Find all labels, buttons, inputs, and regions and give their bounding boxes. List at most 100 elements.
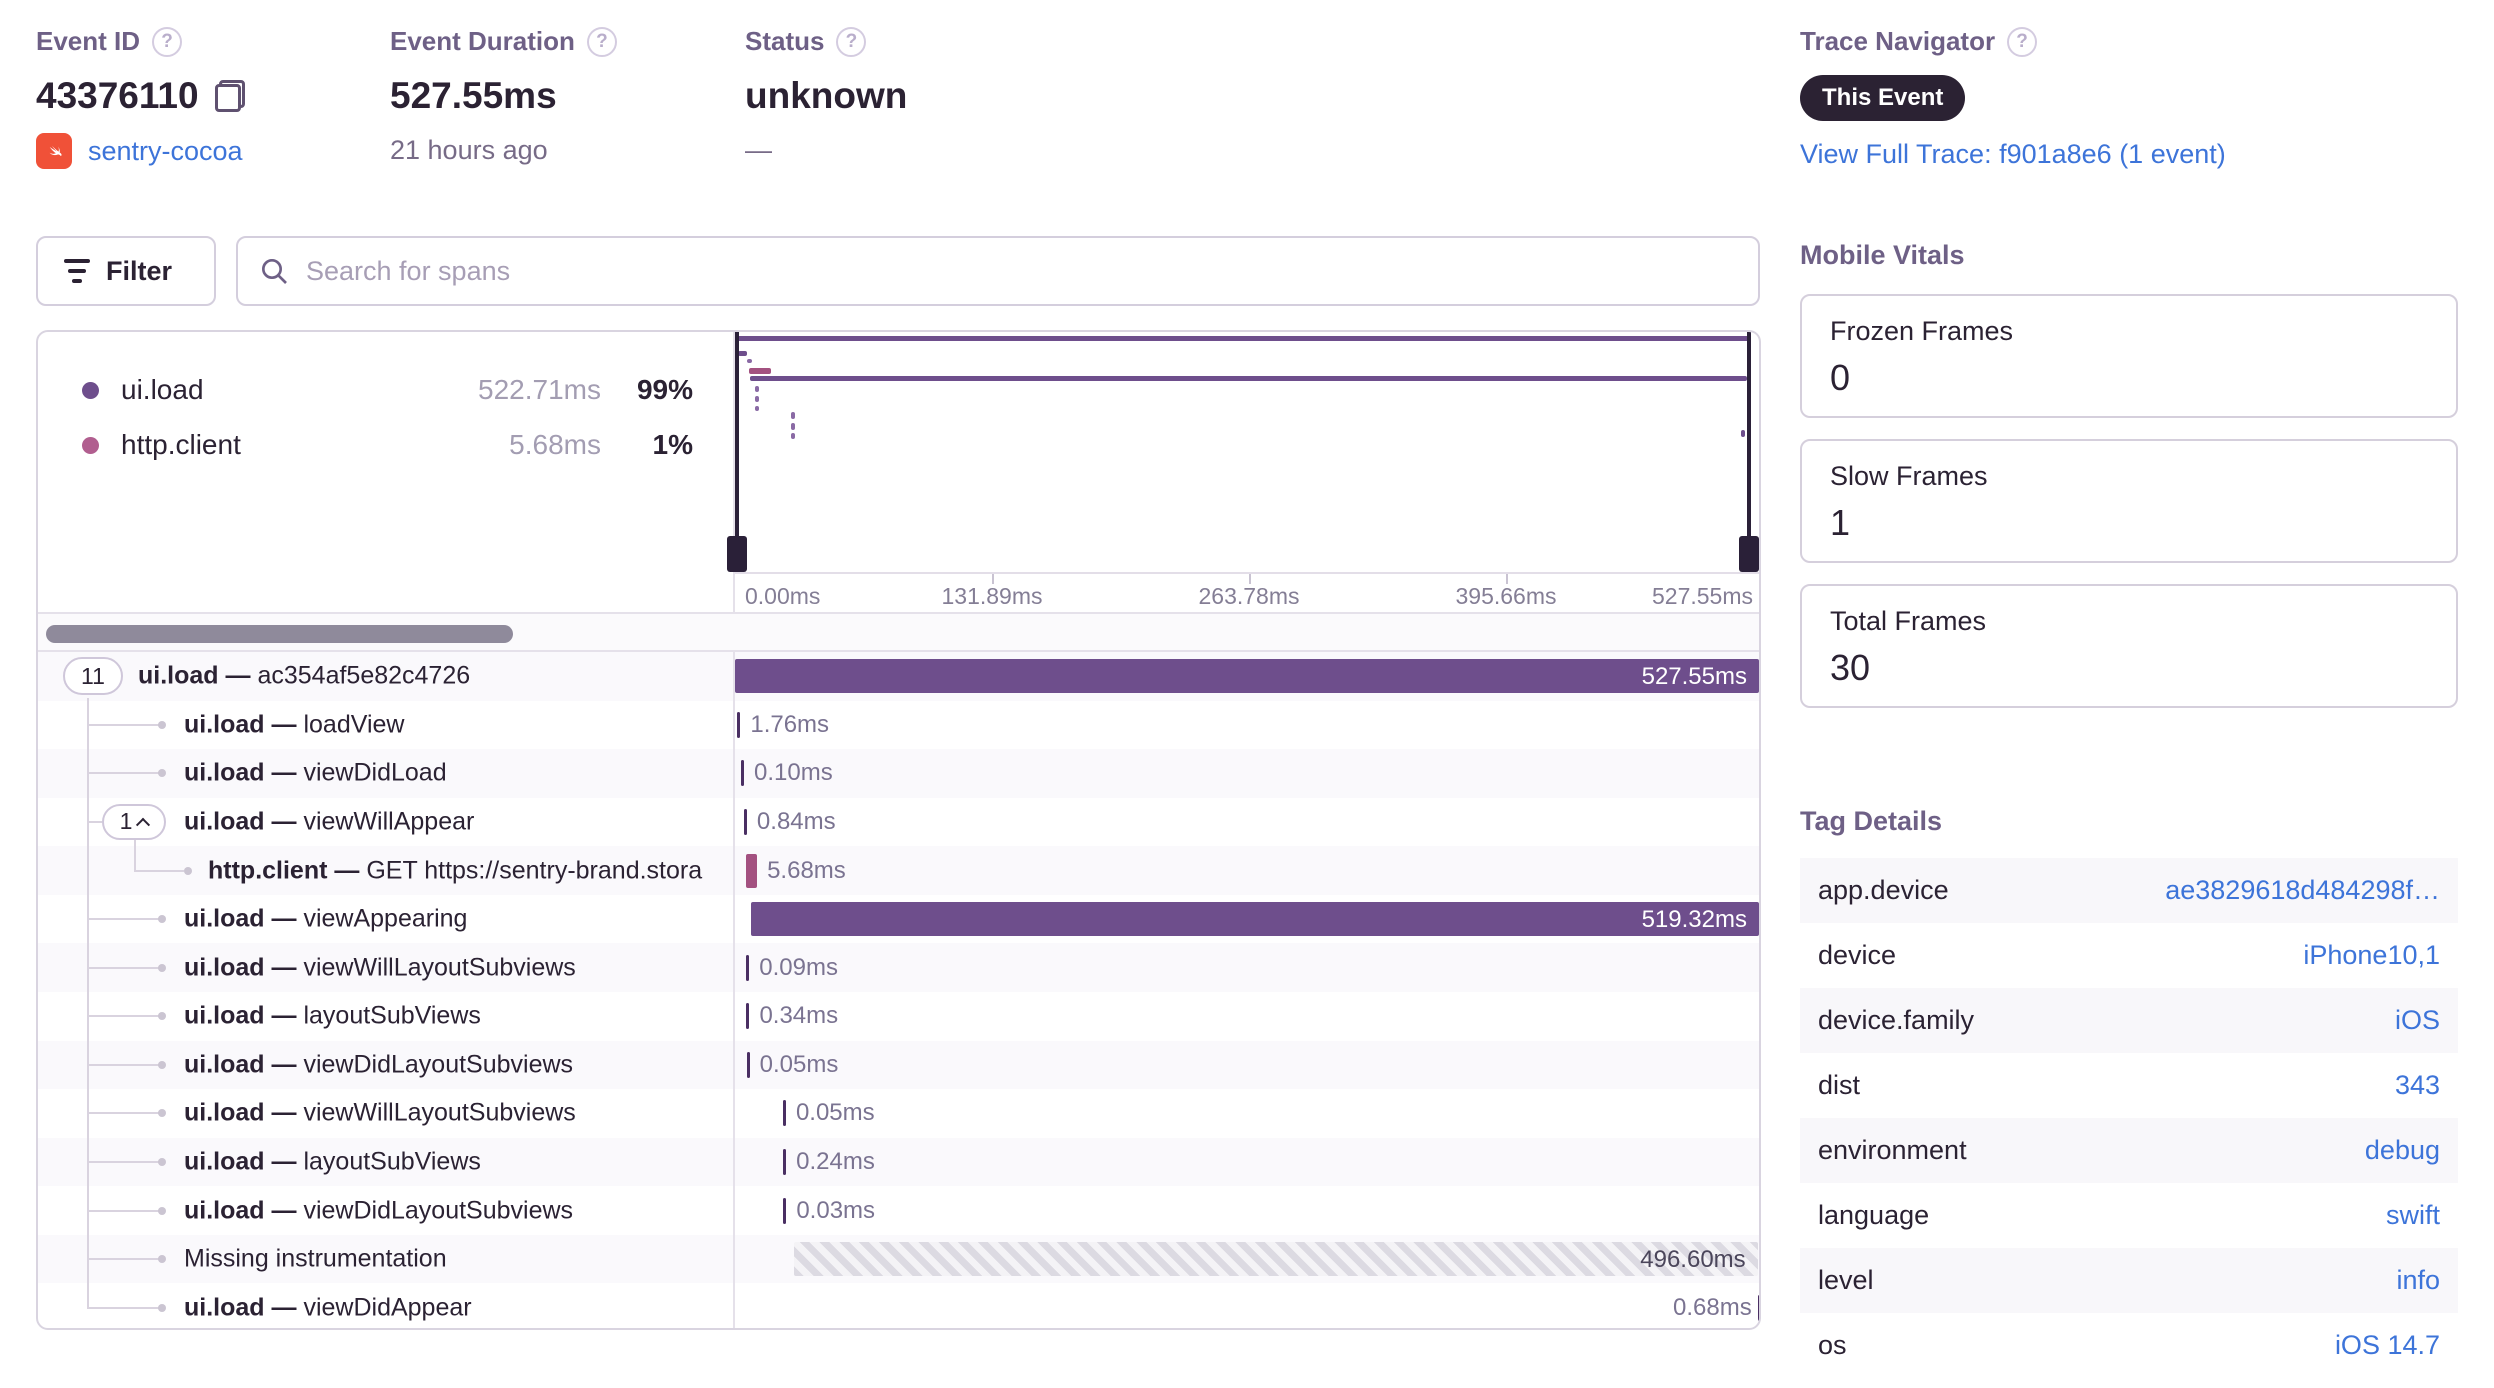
span-search[interactable] (236, 236, 1760, 306)
span-duration-bar[interactable] (746, 853, 758, 888)
tag-value-link[interactable]: 343 (2394, 1070, 2440, 1100)
span-tree-row[interactable]: ui.load — layoutSubViews (38, 992, 733, 1041)
tree-connector (87, 1015, 160, 1018)
span-bar-row[interactable]: 0.34ms (735, 992, 1759, 1041)
tag-value-link[interactable]: iOS (2394, 1005, 2440, 1035)
tag-row: os iOS 14.7 (1800, 1313, 2458, 1378)
search-input[interactable] (304, 254, 1738, 288)
status-subtext: — (745, 135, 772, 165)
event-id-label: Event ID (36, 26, 141, 56)
span-bar-row[interactable]: 0.05ms (735, 1040, 1759, 1090)
span-label: ui.load — viewDidLayoutSubviews (184, 1050, 574, 1079)
minimap-left-grip[interactable] (727, 536, 747, 572)
column-divider[interactable] (733, 332, 735, 1328)
span-duration-bar[interactable] (782, 1100, 786, 1127)
legend-percent: 1% (652, 429, 693, 460)
span-tree-row[interactable]: 1 ui.load — viewWillAppear (38, 798, 733, 847)
span-tree-row[interactable]: ui.load — viewDidLoad (38, 749, 733, 798)
span-duration-bar[interactable] (1757, 1294, 1759, 1321)
tree-scroll-row (38, 612, 1759, 652)
span-bar-row[interactable]: 519.32ms (735, 895, 1759, 944)
span-tree-row[interactable]: ui.load — viewDidLayoutSubviews (38, 1040, 733, 1090)
span-tree-row[interactable]: ui.load — layoutSubViews (38, 1137, 733, 1187)
tree-connector (87, 1306, 160, 1309)
span-duration-bar[interactable] (741, 760, 745, 787)
span-duration-bar[interactable] (783, 1148, 787, 1175)
help-icon[interactable]: ? (836, 26, 867, 57)
axis-tick-label: 0.00ms (745, 583, 821, 609)
filter-button[interactable]: Filter (36, 236, 216, 306)
chevron-up-icon (136, 817, 151, 832)
span-duration-label: 0.68ms (1672, 1293, 1752, 1321)
span-tree-row[interactable]: ui.load — viewWillLayoutSubviews (38, 943, 733, 992)
span-label: Missing instrumentation (184, 1244, 447, 1273)
span-duration-bar[interactable] (746, 1051, 750, 1078)
view-full-trace-link[interactable]: View Full Trace: f901a8e6 (1 event) (1800, 139, 2226, 169)
span-duration-bar[interactable] (783, 1197, 787, 1224)
horizontal-scrollbar[interactable] (46, 625, 513, 643)
trace-minimap[interactable] (727, 332, 1759, 572)
span-children-badge[interactable]: 11 (63, 657, 123, 696)
span-duration-label: 0.34ms (759, 1002, 839, 1030)
span-tree-row[interactable]: http.client — GET https://sentry-brand.s… (38, 846, 733, 895)
event-duration-age: 21 hours ago (390, 135, 548, 165)
minimap-right-grip[interactable] (1739, 536, 1759, 572)
span-tree-row[interactable]: ui.load — viewDidLayoutSubviews (38, 1186, 733, 1235)
tag-value-link[interactable]: iPhone10,1 (2303, 940, 2440, 970)
project-link[interactable]: sentry-cocoa (88, 135, 243, 166)
tag-value-link[interactable]: info (2396, 1265, 2440, 1295)
span-children-badge[interactable]: 1 (102, 803, 166, 840)
tag-key: os (1818, 1330, 1847, 1360)
copy-icon[interactable] (214, 80, 245, 112)
tree-connector (87, 1160, 160, 1163)
tag-value-link[interactable]: iOS 14.7 (2334, 1330, 2440, 1360)
span-tree-row[interactable]: Missing instrumentation (38, 1234, 733, 1284)
span-bar-row[interactable]: 1.76ms (735, 701, 1759, 750)
span-bar-row[interactable]: 0.09ms (735, 943, 1759, 992)
span-duration-bar[interactable] (746, 954, 750, 981)
span-bar-row[interactable]: 0.05ms (735, 1089, 1759, 1138)
span-tree: 11 ui.load — ac354af5e82c4726 ui.load — lo… (38, 652, 733, 1328)
span-tree-row[interactable]: ui.load — viewWillLayoutSubviews (38, 1089, 733, 1138)
tag-value-link[interactable]: ae3829618d484298f… (2165, 875, 2440, 905)
span-duration-bar[interactable] (736, 711, 741, 738)
minimap-span-mark (749, 368, 771, 374)
minimap-span-mark (738, 351, 747, 356)
span-duration-bar[interactable]: 527.55ms (735, 659, 1759, 694)
span-tree-row[interactable]: ui.load — viewAppearing (38, 895, 733, 944)
span-bar-row[interactable]: 0.24ms (735, 1137, 1759, 1187)
span-bar-row[interactable]: 527.55ms (735, 652, 1759, 701)
minimap-span-mark (755, 406, 759, 411)
span-tree-row[interactable]: ui.load — loadView (38, 701, 733, 750)
legend-item[interactable]: http.client 5.68ms 1% (38, 425, 733, 465)
span-duration-bar[interactable] (746, 1003, 750, 1030)
span-duration-bar[interactable]: 496.60ms (793, 1242, 1758, 1277)
span-bar-row[interactable]: 0.68ms (735, 1283, 1759, 1328)
span-bar-row[interactable]: 0.10ms (735, 749, 1759, 798)
span-bar-row[interactable]: 0.03ms (735, 1186, 1759, 1235)
minimap-right-handle[interactable] (1747, 332, 1751, 570)
help-icon[interactable]: ? (586, 26, 617, 57)
tree-connector (134, 869, 184, 872)
ops-legend: ui.load 522.71ms 99% http.client 5.68ms 1% (38, 332, 733, 612)
tree-node-dot (158, 1157, 166, 1166)
span-bar-row[interactable]: 5.68ms (735, 846, 1759, 895)
trace-navigator-label: Trace Navigator (1800, 26, 1996, 56)
span-bar-row[interactable]: 496.60ms (735, 1234, 1759, 1284)
span-duration-bar[interactable]: 519.32ms (750, 902, 1759, 937)
legend-item[interactable]: ui.load 522.71ms 99% (38, 370, 733, 410)
tree-connector (87, 772, 160, 775)
span-tree-row[interactable]: ui.load — viewDidAppear (38, 1283, 733, 1328)
swift-project-icon (36, 133, 72, 169)
span-duration-bar[interactable] (743, 808, 747, 835)
minimap-left-handle[interactable] (735, 332, 739, 570)
tag-value-link[interactable]: swift (2386, 1200, 2440, 1230)
span-tree-row[interactable]: 11 ui.load — ac354af5e82c4726 (38, 652, 733, 701)
help-icon[interactable]: ? (2007, 26, 2038, 57)
event-id-block: Event ID ? 43376110 sentry-cocoa (36, 26, 245, 169)
span-bar-row[interactable]: 0.84ms (735, 798, 1759, 847)
tag-row: environment debug (1800, 1118, 2458, 1183)
status-block: Status ? unknown — (745, 26, 907, 166)
tag-value-link[interactable]: debug (2364, 1135, 2440, 1165)
help-icon[interactable]: ? (152, 26, 183, 57)
